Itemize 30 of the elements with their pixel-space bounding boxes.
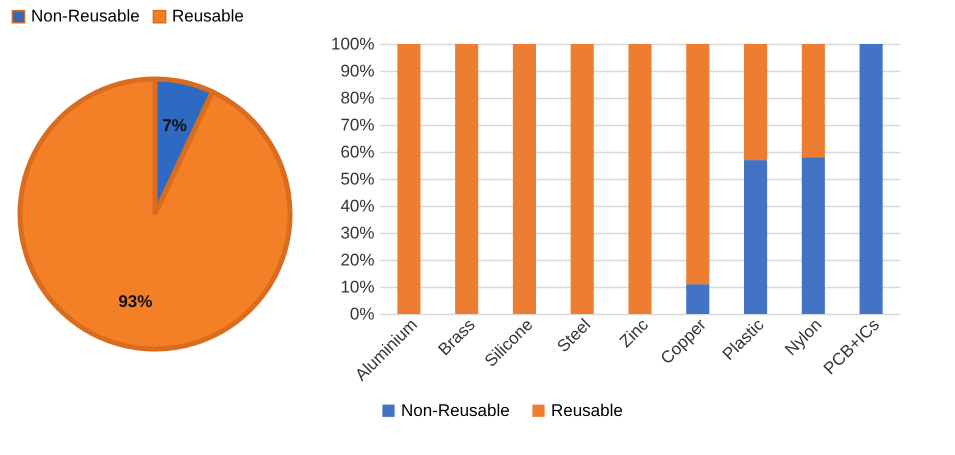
legend-label: Reusable (172, 6, 244, 26)
y-tick-label: 90% (340, 62, 374, 80)
y-tick-label: 70% (340, 116, 374, 134)
legend-label: Non-Reusable (31, 6, 140, 26)
bar (512, 44, 536, 314)
x-tick-label: Zinc (616, 314, 652, 352)
bar (744, 160, 768, 314)
bar (860, 44, 883, 314)
y-tick-label: 0% (350, 304, 374, 324)
y-tick-label: 30% (340, 224, 374, 242)
bar (802, 44, 825, 158)
y-tick-label: 80% (340, 88, 374, 108)
bar (628, 44, 652, 314)
legend-label: Non-Reusable (401, 400, 510, 420)
bar (802, 157, 825, 314)
bar (455, 44, 478, 314)
y-tick-label: 10% (340, 278, 374, 296)
y-tick-label: 40% (340, 196, 374, 216)
y-tick-label: 20% (340, 250, 374, 270)
legend-label: Reusable (551, 400, 623, 420)
y-tick-label: 50% (340, 170, 374, 188)
bar (686, 284, 710, 314)
y-tick-label: 60% (340, 142, 374, 162)
bar (744, 44, 768, 160)
bar (686, 44, 710, 284)
bar (397, 44, 420, 314)
y-tick-label: 100% (331, 34, 374, 54)
data-label: 93% (118, 292, 152, 311)
bar (570, 44, 594, 314)
data-label: 7% (162, 116, 187, 136)
